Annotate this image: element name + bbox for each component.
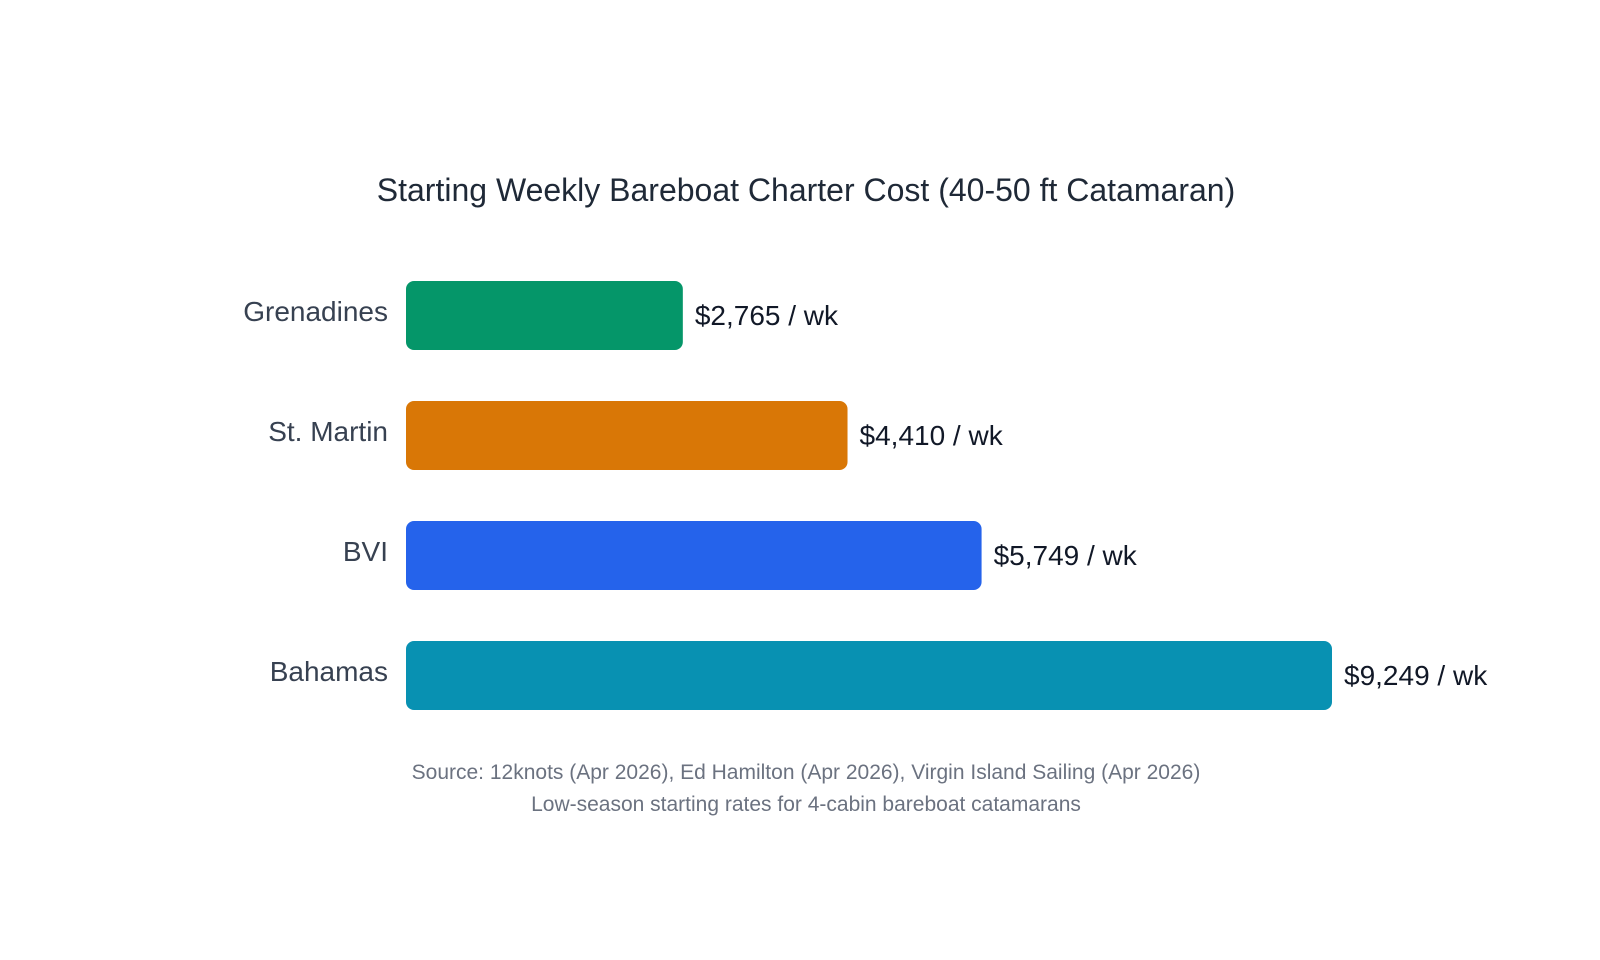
bar-bvi bbox=[406, 521, 982, 590]
bars-group: Grenadines $2,765 / wk St. Martin $4,410 / … bbox=[243, 281, 1488, 710]
bar-grenadines bbox=[406, 281, 683, 350]
source-note: Source: 12knots (Apr 2026), Ed Hamilton … bbox=[412, 761, 1201, 784]
bar-st-martin bbox=[406, 401, 848, 470]
value-label-st-martin: $4,410 / wk bbox=[860, 420, 1004, 451]
value-label-bvi: $5,749 / wk bbox=[994, 540, 1138, 571]
category-label-grenadines: Grenadines bbox=[243, 296, 388, 327]
category-label-bahamas: Bahamas bbox=[270, 656, 388, 687]
bar-bahamas bbox=[406, 641, 1332, 710]
category-label-bvi: BVI bbox=[343, 536, 388, 567]
footnote-description: Low-season starting rates for 4-cabin ba… bbox=[531, 793, 1081, 816]
value-label-bahamas: $9,249 / wk bbox=[1344, 660, 1488, 691]
chart-title: Starting Weekly Bareboat Charter Cost (4… bbox=[377, 172, 1235, 208]
category-label-st-martin: St. Martin bbox=[268, 416, 388, 447]
value-label-grenadines: $2,765 / wk bbox=[695, 300, 839, 331]
